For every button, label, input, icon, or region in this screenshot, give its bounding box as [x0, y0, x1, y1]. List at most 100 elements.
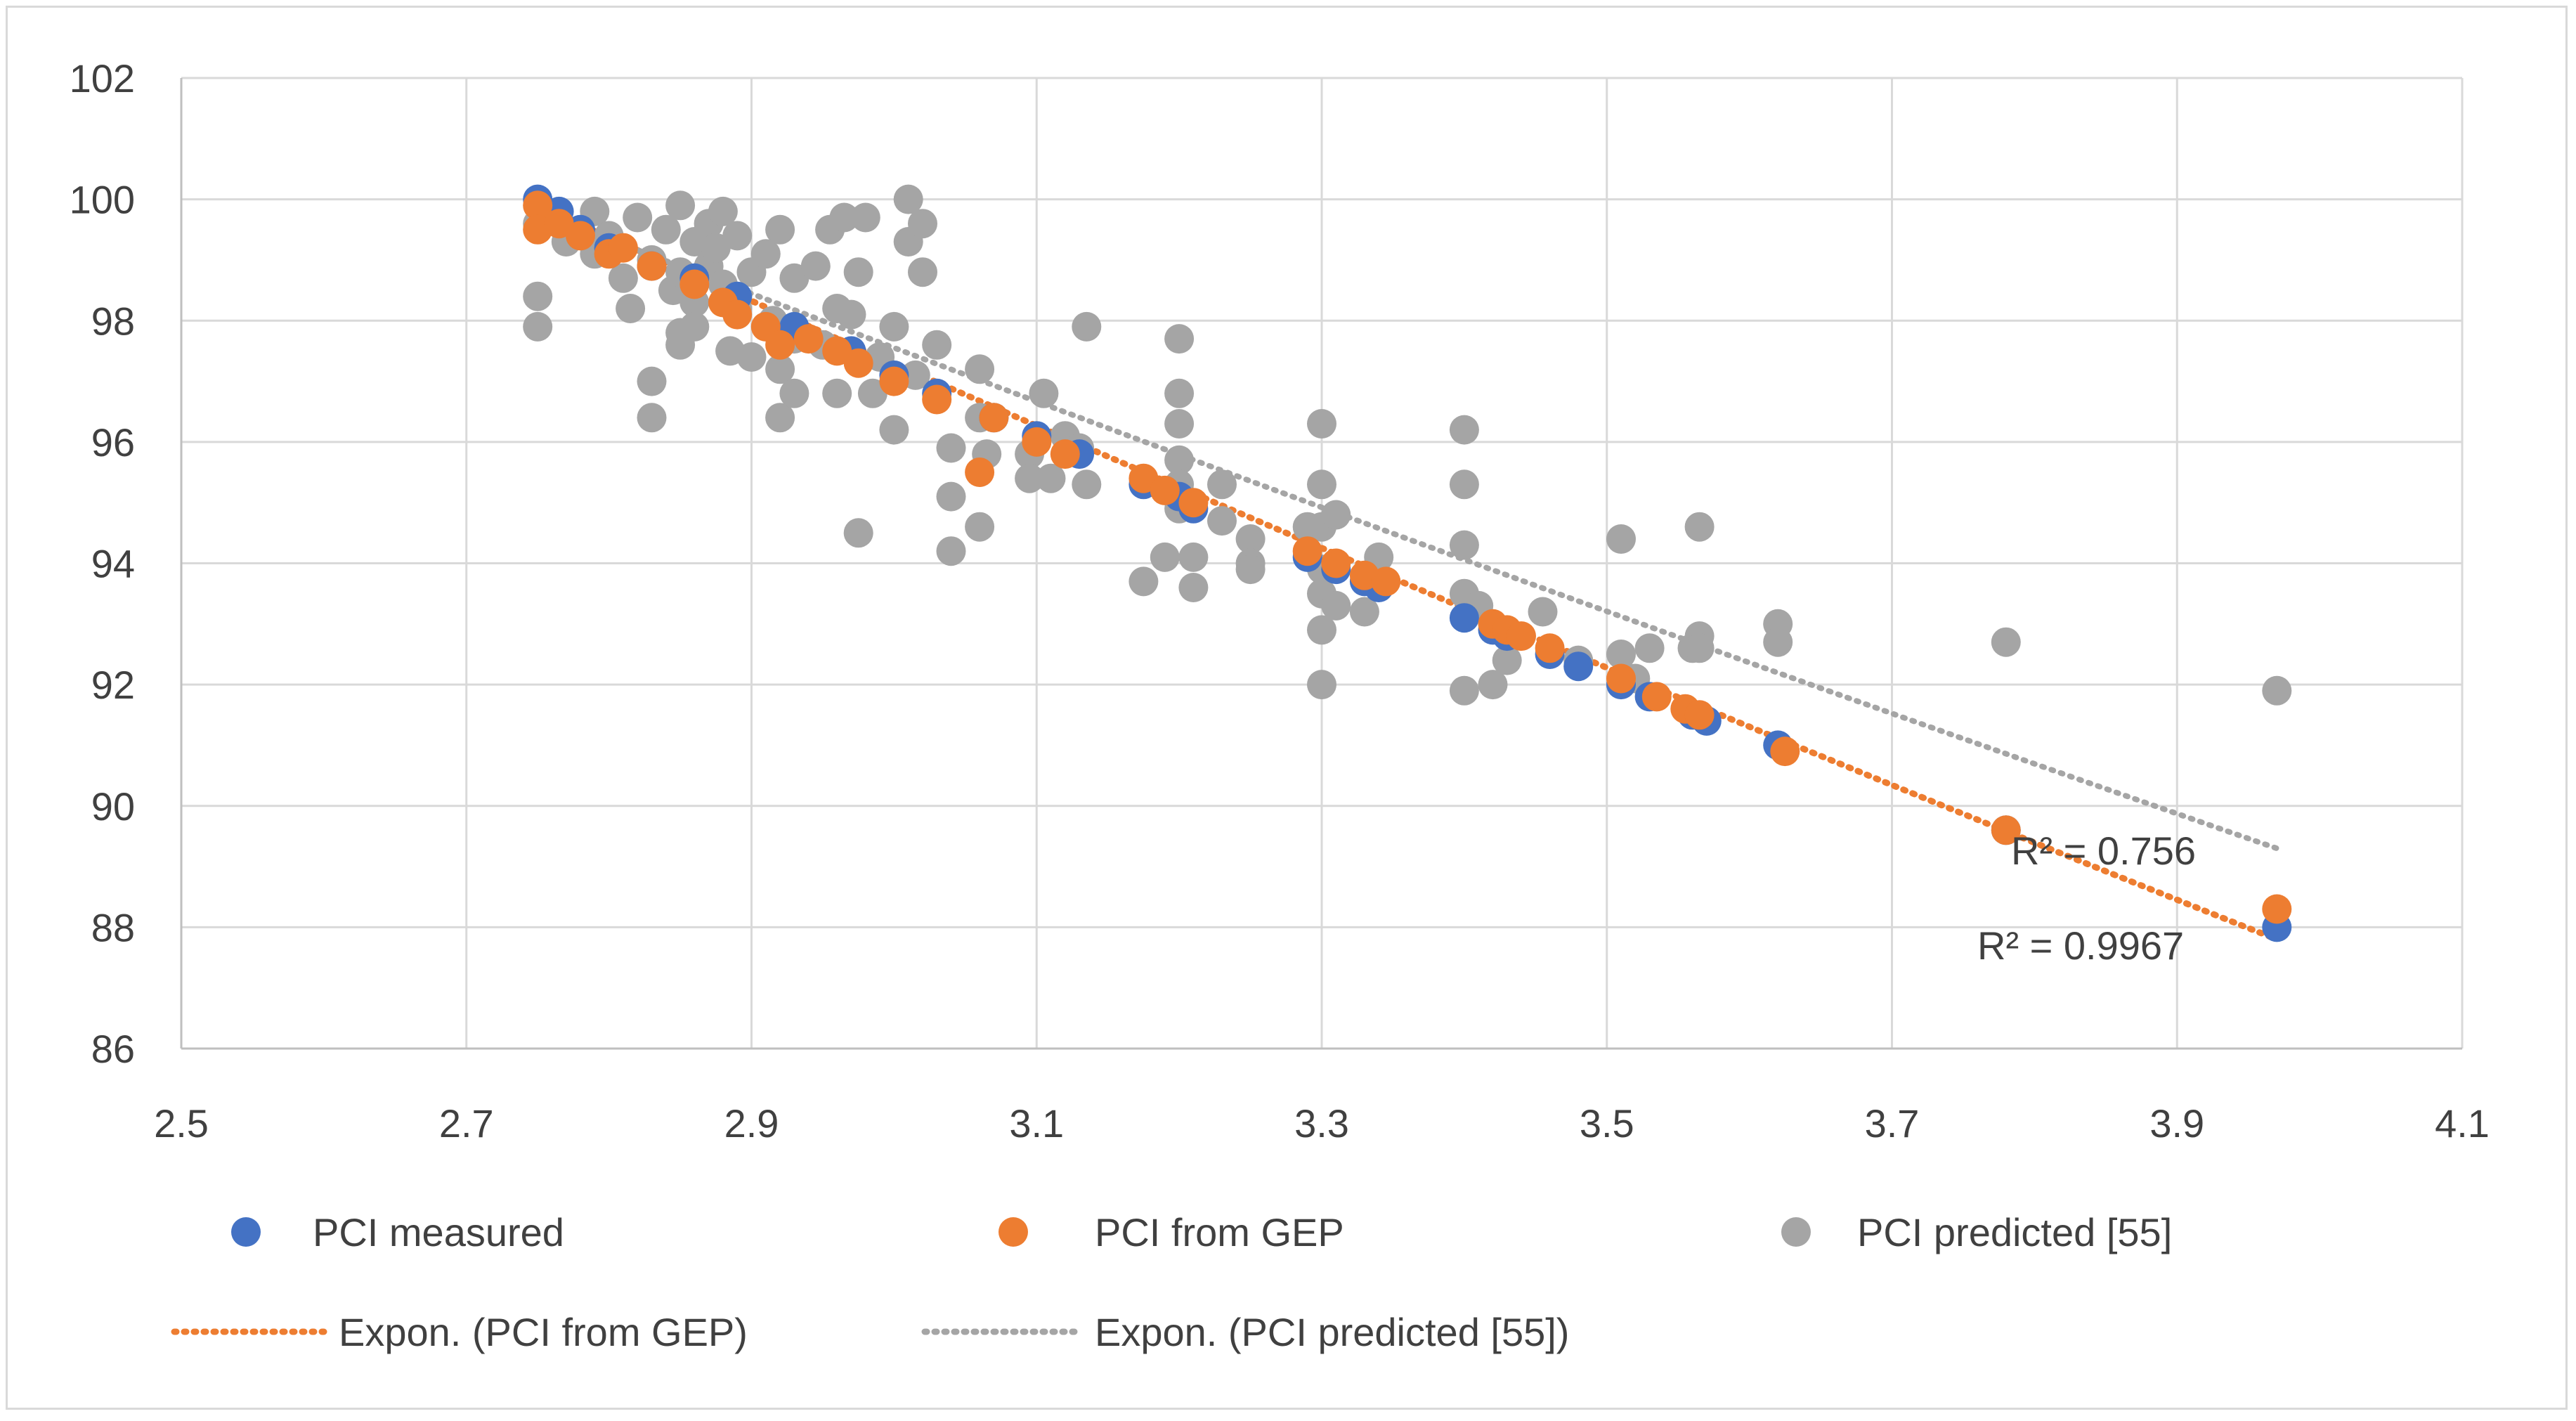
x-tick-label: 3.7: [1865, 1101, 1920, 1146]
gep-point: [1022, 427, 1052, 457]
predicted-point: [750, 239, 781, 269]
predicted-point: [1307, 615, 1336, 645]
predicted-point: [637, 366, 667, 396]
legend-label: PCI predicted [55]: [1857, 1210, 2172, 1254]
gep-point: [1050, 439, 1080, 469]
predicted-point: [765, 403, 795, 433]
point-layer: [523, 184, 2292, 942]
label-layer: R² = 0.756 R² = 0.9967: [1977, 829, 2196, 968]
gep-point: [2262, 894, 2292, 924]
x-tick-label: 3.1: [1009, 1101, 1064, 1146]
gep-point: [1684, 700, 1715, 730]
gep-point: [722, 299, 753, 330]
gep-point: [608, 233, 638, 263]
legend-label: Expon. (PCI predicted [55]): [1095, 1310, 1569, 1354]
predicted-point: [523, 311, 553, 342]
predicted-point: [679, 311, 710, 342]
predicted-point: [779, 378, 809, 408]
y-tick-label: 98: [91, 299, 135, 343]
predicted-point: [843, 518, 873, 548]
predicted-point: [1478, 670, 1508, 700]
predicted-point: [1235, 554, 1266, 585]
y-tick-label: 96: [91, 420, 135, 465]
predicted-point: [637, 403, 667, 433]
gep-point: [822, 336, 852, 366]
y-tick-label: 102: [70, 56, 135, 100]
legend-label: PCI from GEP: [1095, 1210, 1344, 1254]
predicted-point: [1763, 627, 1793, 657]
predicted-point: [1449, 415, 1479, 445]
gep-point: [523, 190, 553, 221]
gep-point: [922, 384, 952, 415]
predicted-point: [893, 184, 923, 214]
gep-point: [1641, 682, 1672, 712]
predicted-point: [1072, 469, 1102, 500]
predicted-point: [1072, 311, 1102, 342]
predicted-point: [1684, 512, 1715, 542]
gep-point: [679, 269, 710, 299]
predicted-point: [651, 214, 681, 245]
predicted-point: [1029, 378, 1059, 408]
x-tick-label: 2.7: [439, 1101, 494, 1146]
predicted-point: [1036, 463, 1066, 493]
predicted-point: [1207, 469, 1237, 500]
x-tick-label: 2.9: [724, 1101, 779, 1146]
predicted-point: [765, 214, 795, 245]
gep-point: [765, 330, 795, 360]
predicted-point: [722, 221, 753, 251]
gep-point: [1535, 633, 1565, 663]
legend-marker-measured: [231, 1217, 261, 1247]
predicted-point: [1128, 566, 1159, 597]
predicted-point: [1449, 469, 1479, 500]
gep-point: [1770, 737, 1800, 767]
gep-point: [1507, 621, 1536, 651]
predicted-point: [623, 202, 653, 233]
predicted-point: [936, 536, 966, 566]
predicted-point: [836, 299, 866, 330]
legend-marker-gep: [998, 1217, 1028, 1247]
predicted-point: [708, 196, 738, 226]
gep-point: [879, 366, 909, 396]
predicted-point: [1307, 670, 1336, 700]
measured-point: [1563, 651, 1594, 682]
y-tick-label: 94: [91, 542, 135, 586]
predicted-point: [736, 342, 767, 372]
predicted-point: [965, 512, 995, 542]
measured-point: [1449, 603, 1479, 633]
predicted-point: [1606, 524, 1636, 554]
gep-point: [1371, 566, 1401, 597]
y-tick-label: 88: [91, 905, 135, 949]
predicted-point: [1307, 409, 1336, 439]
predicted-point: [879, 415, 909, 445]
y-tick-label: 92: [91, 663, 135, 707]
r-squared-predicted-label: R² = 0.756: [2011, 829, 2196, 873]
trendline-predicted: [535, 208, 2280, 852]
predicted-point: [1164, 378, 1195, 408]
x-tick-label: 3.5: [1580, 1101, 1634, 1146]
predicted-point: [1634, 633, 1665, 663]
gep-point: [1321, 548, 1351, 578]
predicted-point: [1164, 409, 1195, 439]
predicted-point: [908, 257, 937, 287]
predicted-point: [1606, 640, 1636, 669]
r-squared-gep-label: R² = 0.9967: [1977, 923, 2184, 968]
axis-layer: 2.5 2.7 2.9 3.1 3.3 3.5 3.7 3.9 4.1 86 88 90 92 94 96 9…: [70, 56, 2490, 1146]
predicted-point: [1164, 445, 1195, 475]
gep-point: [1991, 815, 2021, 845]
gep-point: [979, 403, 1009, 433]
predicted-point: [1178, 573, 1209, 602]
predicted-point: [1150, 542, 1180, 572]
predicted-point: [1349, 597, 1379, 627]
predicted-point: [1321, 500, 1351, 530]
predicted-point: [922, 330, 952, 360]
gep-point: [566, 221, 595, 251]
gep-point: [843, 348, 873, 378]
predicted-point: [1449, 675, 1479, 706]
predicted-point: [523, 281, 553, 311]
predicted-point: [665, 190, 696, 221]
legend: PCI measured PCI from GEP PCI predicted [5…: [171, 1210, 2172, 1354]
predicted-point: [1321, 590, 1351, 621]
x-tick-label: 2.5: [154, 1101, 209, 1146]
predicted-point: [1492, 645, 1522, 675]
